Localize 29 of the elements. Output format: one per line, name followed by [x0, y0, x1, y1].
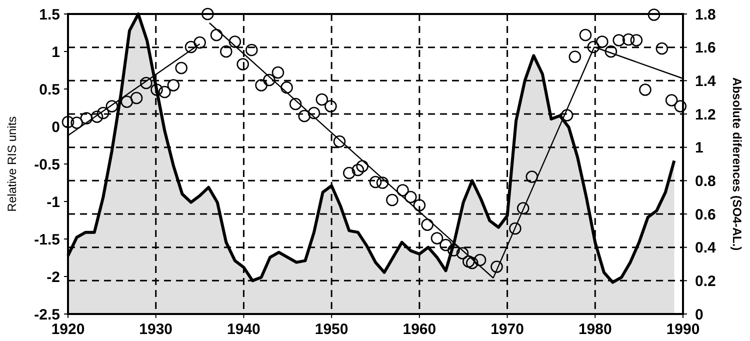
y2-tick-label: 1.2 [695, 106, 716, 124]
y-tick-label: -0.5 [34, 156, 60, 174]
y-tick-label: 1 [52, 44, 60, 61]
y2-tick-label: 1.8 [695, 6, 716, 24]
y-tick-label: 0.5 [39, 81, 60, 98]
y2-tick-label: 1.4 [695, 72, 717, 90]
y-tick-label: -2 [46, 268, 60, 286]
x-tick-label: 1970 [490, 321, 524, 338]
y2-tick-label: 1 [695, 140, 704, 157]
y-tick-label: 0 [52, 118, 60, 136]
x-tick-label: 1950 [314, 321, 348, 338]
y2-tick-label: 0.8 [695, 172, 716, 190]
y2-axis-title: Absolute diferences (SO4-AL.) [730, 77, 744, 251]
x-tick-label: 1980 [578, 321, 612, 338]
y-tick-label: 1.5 [39, 6, 60, 24]
x-tick-label: 1960 [402, 321, 436, 338]
y2-tick-label: 0.4 [695, 240, 717, 257]
y-tick-label: -1.5 [34, 231, 60, 248]
y2-tick-label: 0 [695, 306, 704, 324]
x-tick-label: 1990 [666, 321, 700, 338]
x-tick-label: 1930 [139, 321, 173, 338]
y2-tick-label: 0.2 [695, 272, 716, 290]
y-tick-label: -1 [46, 194, 60, 211]
y2-tick-label: 0.6 [695, 206, 716, 224]
y-axis-title: Relative RIS units [5, 116, 19, 212]
y2-tick-label: 1.6 [695, 40, 716, 57]
x-tick-label: 1940 [227, 321, 260, 338]
y-tick-label: -2.5 [34, 306, 60, 324]
x-tick-label: 1920 [51, 321, 85, 338]
